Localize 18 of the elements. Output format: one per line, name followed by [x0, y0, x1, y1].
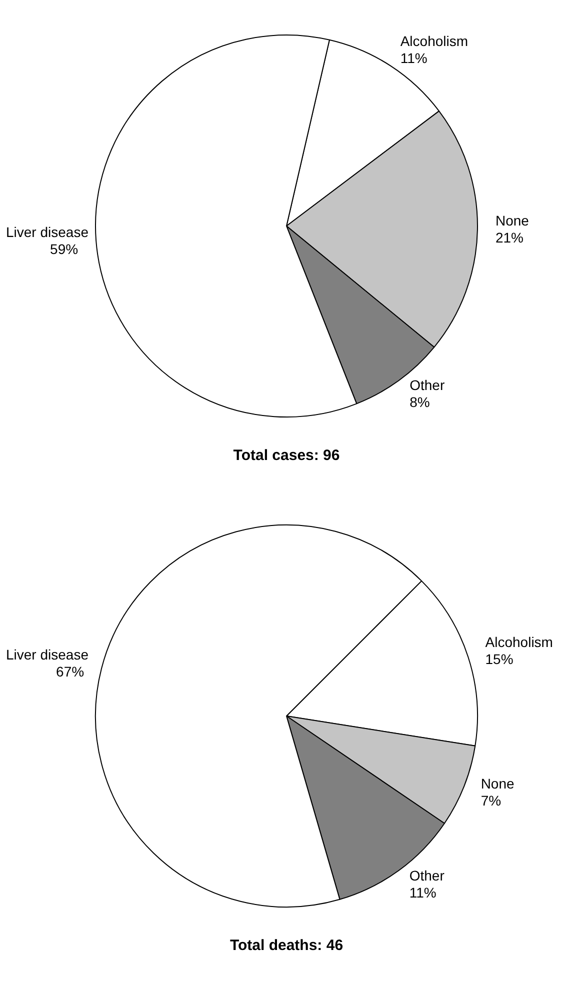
data-label: 67%: [56, 663, 84, 680]
slice-label: None: [480, 775, 515, 792]
slice-label: None: [495, 212, 530, 229]
data-label: 21%: [495, 230, 524, 246]
slice-label: Liver disease: [6, 224, 89, 240]
data-label: 8%: [410, 394, 430, 410]
slice-label: Liver disease: [6, 646, 89, 662]
slice-label: Alcoholism: [400, 33, 468, 50]
data-label: 15%: [485, 650, 514, 667]
text: Total deaths: 46: [230, 937, 344, 954]
data-label: 11%: [409, 884, 436, 900]
data-label: 7%: [480, 792, 502, 808]
data-label: 59%: [50, 240, 78, 257]
slice-label: Other: [409, 867, 445, 884]
data-label: 11%: [400, 50, 428, 66]
slice-label: Alcoholism: [485, 634, 553, 650]
text: Total cases: 96: [233, 447, 340, 464]
slice-label: Other: [410, 377, 445, 394]
